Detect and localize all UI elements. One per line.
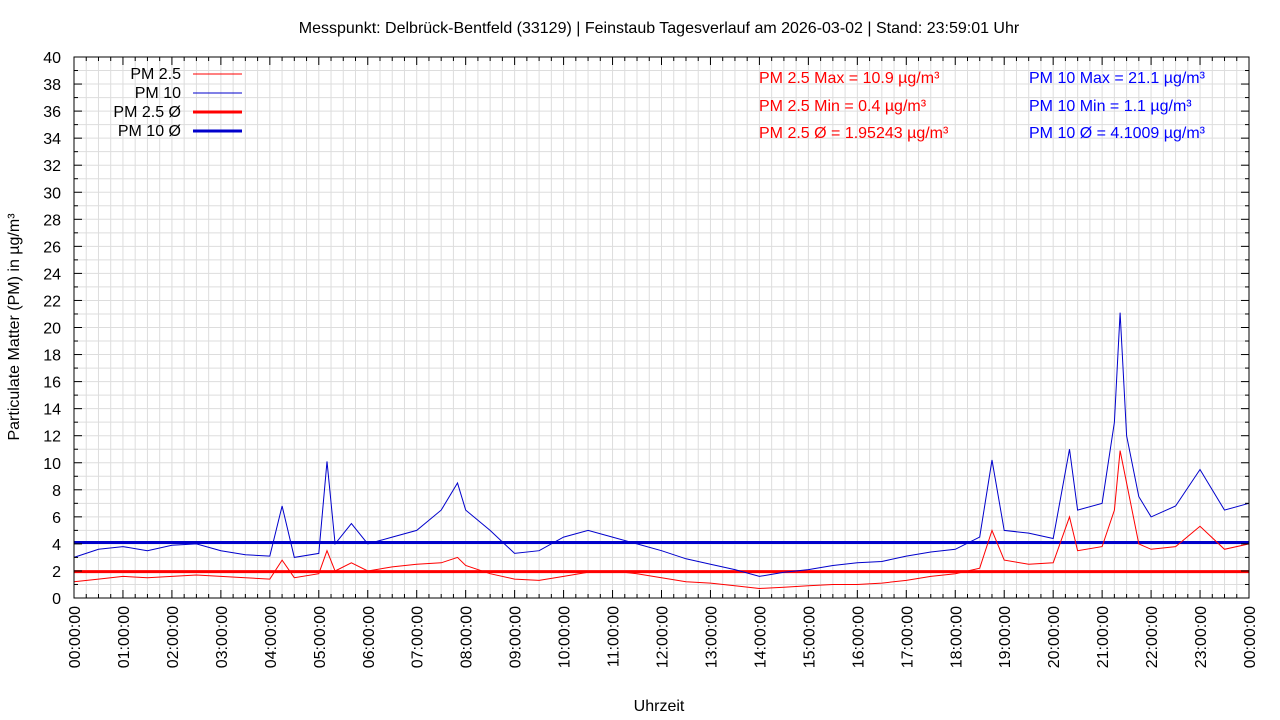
x-tick-label: 23:00:00 [1193,606,1210,668]
x-tick-label: 02:00:00 [165,606,182,668]
pm25-max-stat: PM 2.5 Max = 10.9 µg/m³ [759,70,940,87]
y-tick-label: 6 [52,510,61,527]
average-lines [74,541,1249,574]
y-tick-label: 32 [43,158,61,175]
statistics: PM 2.5 Max = 10.9 µg/m³ PM 2.5 Min = 0.4… [759,70,1206,142]
x-tick-label: 17:00:00 [899,606,916,668]
x-tick-label: 20:00:00 [1046,606,1063,668]
legend-label-pm10-average: PM 10 Ø [118,123,181,140]
y-tick-label: 26 [43,239,61,256]
x-tick-label: 01:00:00 [116,606,133,668]
pm10-avg-stat: PM 10 Ø = 4.1009 µg/m³ [1029,125,1206,142]
y-tick-label: 14 [43,402,61,419]
y-axis-label: Particulate Matter (PM) in µg/m³ [6,213,23,441]
y-tick-label: 0 [52,591,61,608]
x-tick-label: 19:00:00 [997,606,1014,668]
pm10-max-stat: PM 10 Max = 21.1 µg/m³ [1029,70,1206,87]
legend-label-pm25: PM 2.5 [130,66,181,83]
chart-title: Messpunkt: Delbrück-Bentfeld (33129) | F… [299,20,1020,37]
legend-label-pm10: PM 10 [135,85,181,102]
x-axis-label: Uhrzeit [634,698,685,715]
x-tick-label: 16:00:00 [850,606,867,668]
x-tick-label: 22:00:00 [1144,606,1161,668]
x-tick-label: 13:00:00 [703,606,720,668]
x-tick-label: 18:00:00 [948,606,965,668]
pm25-avg-stat: PM 2.5 Ø = 1.95243 µg/m³ [759,125,949,142]
x-tick-label: 00:00:00 [1242,606,1259,668]
y-tick-label: 20 [43,321,61,338]
y-tick-label: 36 [43,104,61,121]
y-tick-label: 12 [43,429,61,446]
y-tick-label: 8 [52,483,61,500]
x-tick-label: 07:00:00 [410,606,427,668]
x-tick-label: 11:00:00 [606,606,623,667]
y-tick-label: 16 [43,375,61,392]
y-tick-label: 2 [52,564,61,581]
x-tick-label: 15:00:00 [801,606,818,668]
y-tick-label: 22 [43,293,61,310]
x-axis: 00:00:00 01:00:00 02:00:00 03:00:00 04:00:00… [67,57,1259,668]
grid [74,57,1249,598]
x-tick-label: 05:00:00 [312,606,329,668]
pm25-series-line [73,450,1250,590]
y-tick-label: 24 [43,266,61,283]
x-tick-label: 09:00:00 [508,606,525,668]
y-tick-label: 10 [43,456,61,473]
legend: PM 2.5 PM 10 PM 2.5 Ø PM 10 Ø [113,66,242,140]
pm25-min-stat: PM 2.5 Min = 0.4 µg/m³ [759,98,927,115]
x-tick-label: 06:00:00 [361,606,378,668]
x-tick-label: 14:00:00 [752,606,769,668]
legend-label-pm25-average: PM 2.5 Ø [113,104,181,121]
x-tick-label: 21:00:00 [1095,606,1112,668]
y-tick-label: 38 [43,77,61,94]
y-tick-label: 34 [43,131,61,148]
y-tick-label: 18 [43,348,61,365]
series-group [73,312,1250,590]
y-tick-label: 30 [43,185,61,202]
x-tick-label: 08:00:00 [459,606,476,668]
x-tick-label: 04:00:00 [263,606,280,668]
pm10-min-stat: PM 10 Min = 1.1 µg/m³ [1029,98,1192,115]
y-tick-label: 4 [52,537,61,554]
x-tick-label: 00:00:00 [67,606,84,668]
x-tick-label: 10:00:00 [557,606,574,668]
pm10-series-line [73,312,1250,577]
y-tick-label: 40 [43,50,61,67]
x-tick-label: 03:00:00 [214,606,231,668]
x-tick-label: 12:00:00 [655,606,672,668]
y-tick-label: 28 [43,212,61,229]
